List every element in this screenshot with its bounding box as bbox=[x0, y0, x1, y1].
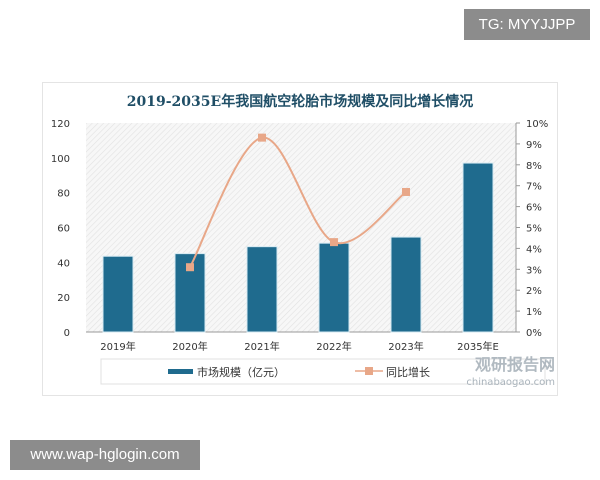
bar-2022年 bbox=[318, 242, 350, 333]
right-tick-label: 9% bbox=[526, 140, 542, 151]
growth-marker bbox=[402, 187, 410, 196]
legend-bar-label: 市场规模（亿元） bbox=[197, 365, 285, 379]
right-tick-label: 3% bbox=[526, 265, 542, 276]
x-tick-label: 2021年 bbox=[244, 340, 279, 353]
chart-title: 2019-2035E年我国航空轮胎市场规模及同比增长情况 bbox=[127, 93, 473, 110]
growth-line bbox=[189, 136, 407, 268]
legend-bar-swatch bbox=[168, 369, 193, 374]
watermark-cn: 观研报告网 bbox=[475, 355, 555, 374]
bar-2019年 bbox=[102, 255, 134, 333]
left-tick-label: 60 bbox=[57, 224, 70, 235]
left-tick-label: 0 bbox=[64, 328, 70, 339]
right-tick-label: 0% bbox=[526, 328, 542, 339]
plot-area bbox=[86, 123, 516, 332]
left-tick-label: 80 bbox=[57, 189, 70, 200]
watermark-en: chinabaogao.com bbox=[466, 377, 555, 388]
left-tick-label: 100 bbox=[51, 154, 70, 165]
growth-marker bbox=[186, 263, 194, 272]
bar-2021年 bbox=[246, 246, 278, 333]
growth-marker bbox=[330, 238, 338, 247]
url-label: www.wap-hglogin.com bbox=[10, 440, 200, 470]
left-tick-label: 20 bbox=[57, 293, 70, 304]
x-tick-label: 2035年E bbox=[457, 340, 499, 353]
right-tick-label: 4% bbox=[526, 244, 542, 255]
x-tick-label: 2020年 bbox=[172, 340, 207, 353]
legend-line-label: 同比增长 bbox=[386, 365, 430, 379]
x-tick-label: 2023年 bbox=[388, 340, 423, 353]
right-tick-label: 5% bbox=[526, 224, 542, 235]
right-tick-label: 8% bbox=[526, 161, 542, 172]
right-tick-label: 2% bbox=[526, 286, 542, 297]
tg-label: TG: MYYJJPP bbox=[464, 9, 590, 40]
right-tick-label: 7% bbox=[526, 182, 542, 193]
left-tick-label: 120 bbox=[51, 119, 70, 130]
bar-2035年E bbox=[462, 162, 494, 333]
bar-2023年 bbox=[390, 236, 422, 333]
x-tick-label: 2019年 bbox=[100, 340, 135, 353]
right-tick-label: 6% bbox=[526, 203, 542, 214]
right-tick-label: 1% bbox=[526, 307, 542, 318]
legend bbox=[100, 358, 546, 385]
right-tick-label: 10% bbox=[526, 119, 548, 130]
legend-line-marker bbox=[365, 367, 373, 375]
left-tick-label: 40 bbox=[57, 258, 70, 269]
growth-marker bbox=[258, 133, 266, 142]
x-tick-label: 2022年 bbox=[316, 340, 351, 353]
